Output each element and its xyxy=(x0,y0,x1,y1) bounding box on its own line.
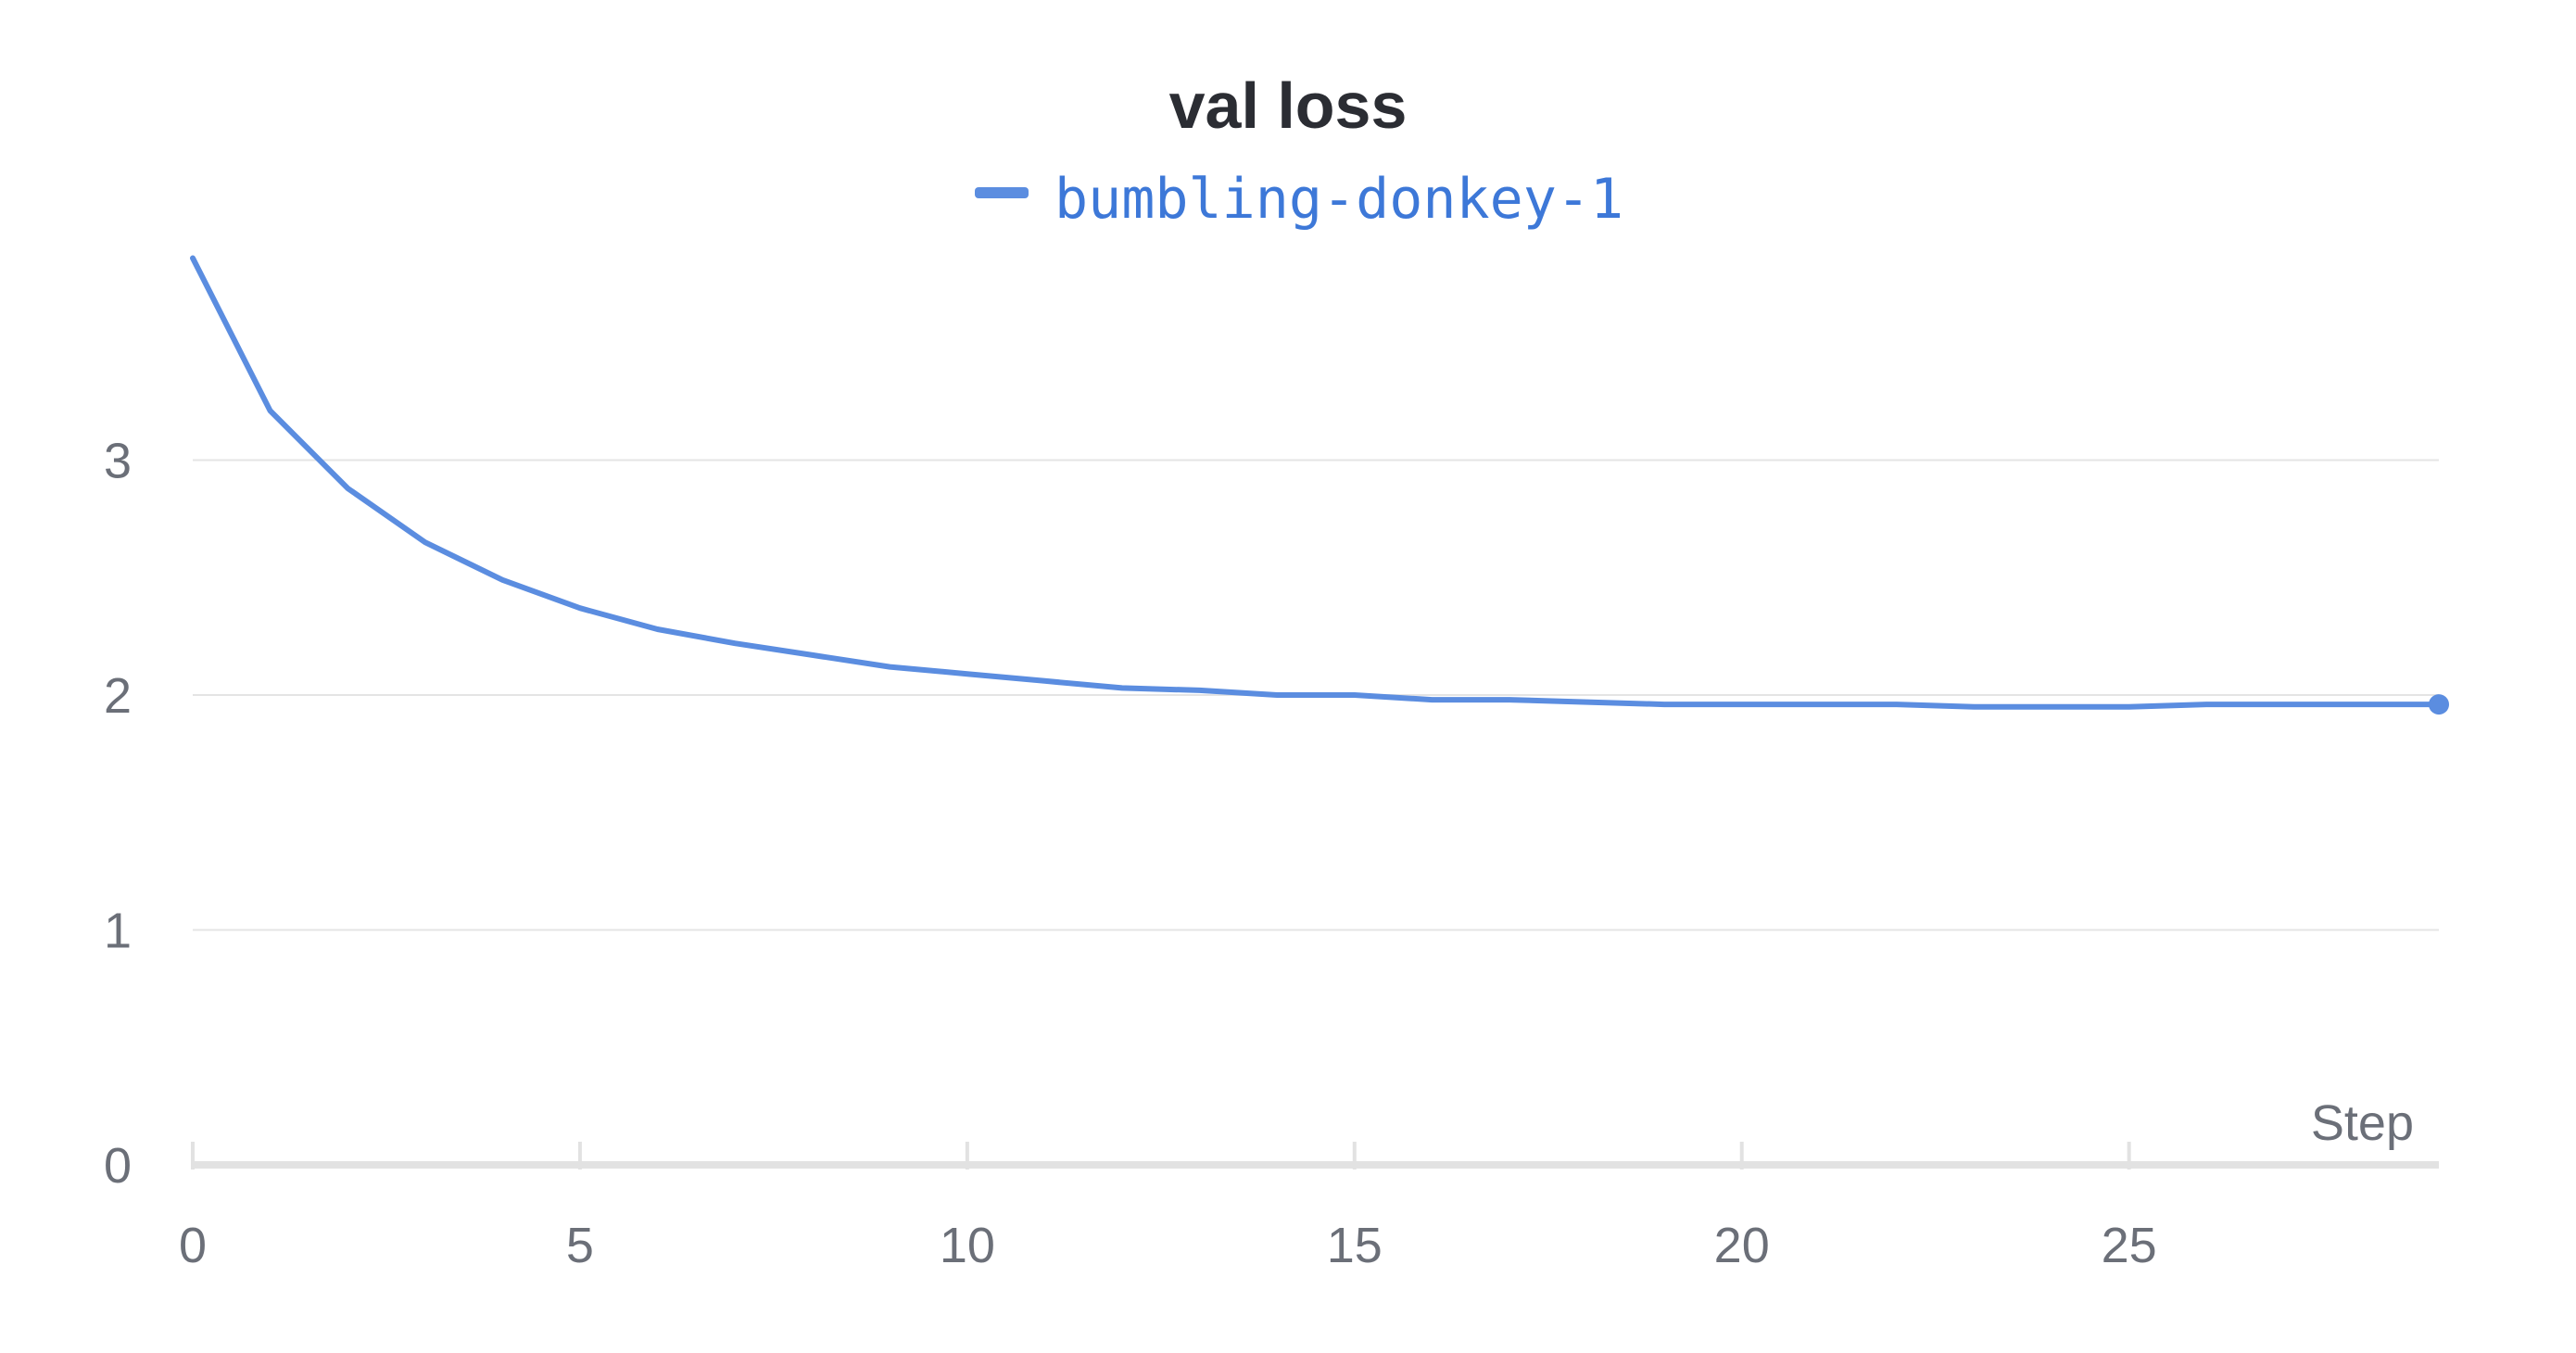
y-tick-label-3: 3 xyxy=(104,434,132,489)
y-tick-label-1: 1 xyxy=(104,904,132,959)
y-ticks: 0 1 2 3 xyxy=(104,434,132,1195)
y-tick-label-2: 2 xyxy=(104,668,132,724)
legend-swatch xyxy=(975,187,1029,198)
legend[interactable]: bumbling-donkey-1 xyxy=(975,167,1623,232)
x-tick-label-10: 10 xyxy=(940,1218,995,1273)
chart-title: val loss xyxy=(1169,70,1408,142)
plot-area[interactable] xyxy=(190,255,2449,715)
x-tick-label-25: 25 xyxy=(2102,1218,2157,1273)
x-ticks: 0 5 10 15 20 25 xyxy=(179,1142,2157,1273)
x-tick-label-15: 15 xyxy=(1327,1218,1383,1273)
series-line-bumbling-donkey-1[interactable] xyxy=(190,255,2442,710)
x-tick-label-0: 0 xyxy=(179,1218,207,1273)
y-tick-label-0: 0 xyxy=(104,1138,132,1194)
series-end-point[interactable] xyxy=(2429,694,2449,715)
x-tick-label-5: 5 xyxy=(566,1218,594,1273)
legend-label: bumbling-donkey-1 xyxy=(1054,167,1623,232)
x-axis-label: Step xyxy=(2311,1095,2414,1151)
x-tick-label-20: 20 xyxy=(1714,1218,1770,1273)
